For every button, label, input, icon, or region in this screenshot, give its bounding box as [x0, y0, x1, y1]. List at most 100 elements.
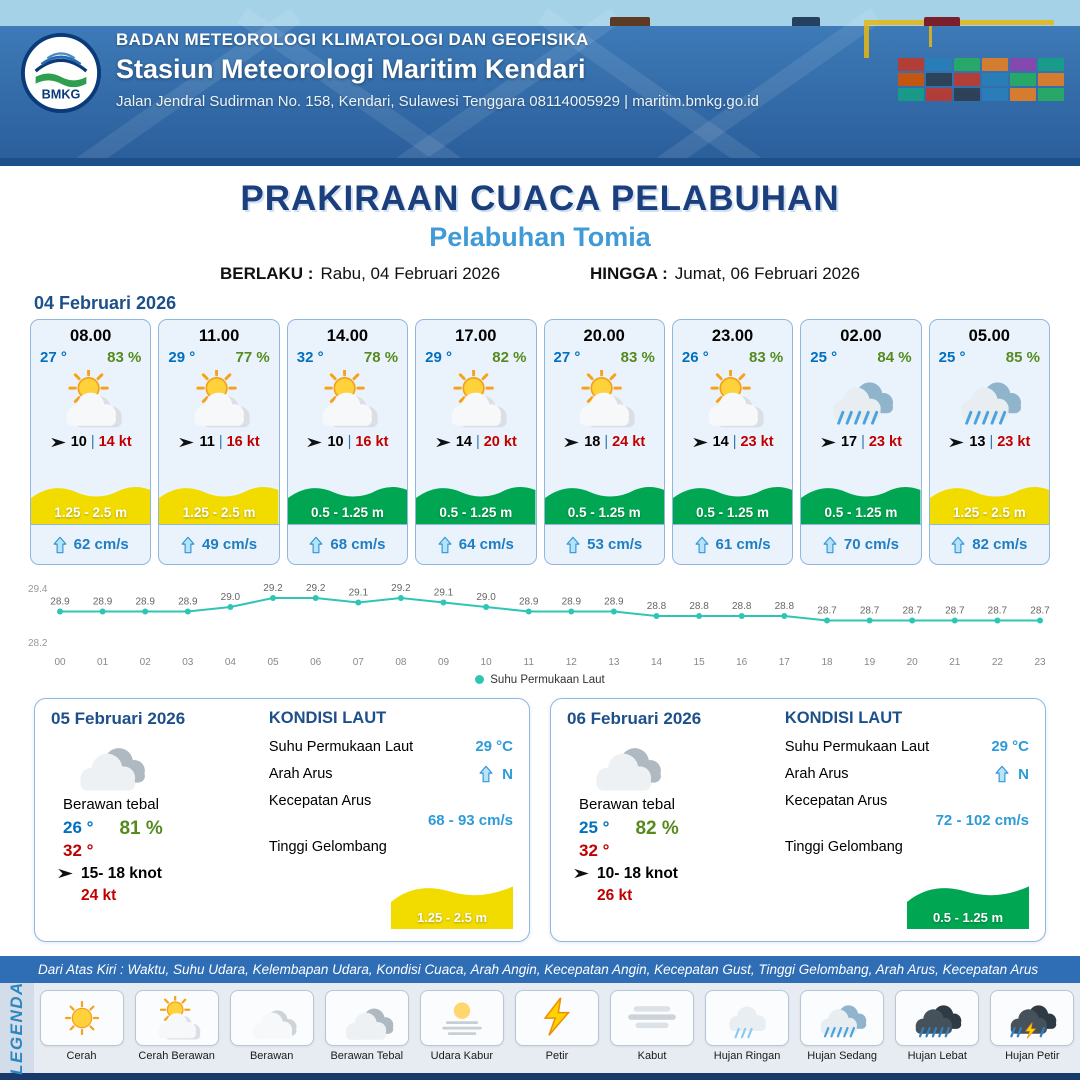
sst-chart: 28.9 28.9 28.9 28.9 29.0 29.2 29.2 29.1 29.2 29.1…	[26, 573, 1054, 673]
daily-date: 05 Februari 2026	[51, 709, 186, 728]
container-box	[954, 73, 980, 86]
wind-gust: 24 kt	[612, 434, 646, 450]
legend-weather-icon	[895, 990, 980, 1046]
legend-item-label: Hujan Lebat	[907, 1050, 967, 1062]
wind-gust: 16 kt	[226, 434, 260, 450]
wind-separator: |	[604, 434, 609, 450]
weather-icon	[545, 367, 664, 431]
legend-item-label: Cerah Berawan	[138, 1050, 215, 1062]
weather-icon	[801, 367, 920, 431]
legend-item: Udara Kabur	[417, 990, 507, 1062]
container-box	[954, 58, 980, 71]
svg-text:28.9: 28.9	[562, 597, 582, 608]
wind-row: 17 | 23 kt	[801, 434, 920, 450]
container-box	[982, 58, 1008, 71]
container-box	[898, 58, 924, 71]
wind-gust: 23 kt	[868, 434, 902, 450]
wind-speed: 10	[327, 434, 344, 450]
svg-text:28.8: 28.8	[732, 601, 752, 612]
legend-weather-icon	[134, 990, 219, 1046]
wave-height-band: 0.5 - 1.25 m	[416, 478, 536, 524]
container-box	[1038, 73, 1064, 86]
wind-speed: 14	[712, 434, 729, 450]
ship-illustration	[792, 17, 820, 26]
wave-height-band: 0.5 - 1.25 m	[801, 478, 921, 524]
forecast-card: 23.00 26 ° 83 % 14 | 23 kt 0.5 - 1.25 m …	[671, 319, 794, 565]
current-row: 49 cm/s	[159, 524, 279, 564]
wave-height-band: 1.25 - 2.5 m	[159, 478, 279, 524]
current-row: 61 cm/s	[672, 524, 793, 564]
daily-left-column: 06 Februari 2026 Berawan tebal 25 ° 32 °…	[567, 709, 775, 931]
container-box	[982, 73, 1008, 86]
svg-text:28.7: 28.7	[902, 606, 922, 617]
weather-icon	[416, 367, 535, 431]
wind-speed: 13	[969, 434, 986, 450]
current-speed: 64 cm/s	[458, 536, 514, 553]
wave-height-band: 1.25 - 2.5 m	[391, 877, 513, 929]
daily-date: 06 Februari 2026	[567, 709, 702, 728]
forecast-time: 11.00	[198, 327, 240, 345]
legend-item-label: Petir	[545, 1050, 569, 1062]
wind-gust: 14 kt	[98, 434, 132, 450]
svg-text:23: 23	[1034, 657, 1046, 668]
svg-text:28.9: 28.9	[135, 597, 155, 608]
daily-temp-max: 32 °	[579, 840, 610, 860]
svg-text:21: 21	[949, 657, 961, 668]
legend-items: Cerah Cerah Berawan Berawan Berawan Teba…	[34, 983, 1080, 1073]
svg-text:18: 18	[821, 657, 833, 668]
current-direction-icon	[566, 536, 580, 554]
legend-item: Berawan	[227, 990, 317, 1062]
forecast-cards-row: 08.00 27 ° 83 % 10 | 14 kt 1.25 - 2.5 m …	[0, 319, 1080, 565]
current-direction-icon	[479, 765, 493, 783]
wave-height-band: 1.25 - 2.5 m	[31, 478, 151, 524]
svg-text:28.9: 28.9	[50, 597, 70, 608]
svg-text:15: 15	[694, 657, 706, 668]
wind-row: 18 | 24 kt	[545, 434, 664, 450]
current-row: 82 cm/s	[929, 524, 1049, 564]
air-temperature: 27 °	[553, 349, 581, 366]
daily-wind-row: 15- 18 knot	[57, 865, 259, 883]
humidity: 78 %	[363, 349, 399, 366]
svg-text:29.4: 29.4	[28, 584, 48, 595]
legend-title-vertical: LEGENDA	[0, 981, 34, 1075]
humidity: 83 %	[107, 349, 142, 366]
wind-speed: 10	[70, 434, 87, 450]
wind-separator: |	[861, 434, 865, 450]
legend-item-label: Udara Kabur	[430, 1050, 494, 1062]
wave-height: 0.5 - 1.25 m	[439, 505, 513, 520]
container-box	[954, 88, 980, 101]
svg-text:28.9: 28.9	[178, 597, 198, 608]
air-temperature: 25 °	[810, 349, 838, 366]
wave-height: 1.25 - 2.5 m	[952, 505, 1026, 520]
temp-humidity-row: 27 ° 83 %	[545, 346, 664, 366]
current-speed-label: Kecepatan Arus	[784, 793, 888, 809]
wave-height-band: 0.5 - 1.25 m	[907, 877, 1029, 929]
svg-text:29.2: 29.2	[306, 583, 326, 594]
container-box	[1038, 58, 1064, 71]
svg-text:07: 07	[353, 657, 365, 668]
container-box	[1038, 88, 1064, 101]
footer-strip	[0, 1073, 1080, 1080]
wave-height: 0.5 - 1.25 m	[311, 505, 384, 520]
wind-row: 10 | 16 kt	[288, 434, 407, 450]
air-temperature: 29 °	[425, 349, 452, 366]
wind-direction-icon	[563, 436, 580, 449]
daily-condition: Berawan tebal	[579, 796, 675, 813]
sea-conditions-title: KONDISI LAUT	[268, 709, 387, 727]
wind-direction-icon	[57, 867, 74, 880]
ship-illustration	[610, 17, 650, 26]
legend-item-label: Berawan Tebal	[330, 1050, 404, 1062]
current-row: 70 cm/s	[801, 524, 921, 564]
svg-text:14: 14	[651, 657, 663, 668]
forecast-time: 17.00	[455, 327, 497, 345]
current-direction-icon	[181, 536, 195, 554]
wind-speed: 14	[455, 434, 472, 450]
weather-icon	[288, 367, 407, 431]
container-box	[1010, 58, 1036, 71]
forecast-card: 05.00 25 ° 85 % 13 | 23 kt 1.25 - 2.5 m …	[928, 319, 1050, 565]
svg-text:28.2: 28.2	[28, 638, 48, 649]
legend-dot-icon	[475, 675, 485, 684]
wind-direction-icon	[573, 867, 590, 880]
svg-text:04: 04	[225, 657, 237, 668]
wind-direction-icon	[178, 436, 195, 449]
